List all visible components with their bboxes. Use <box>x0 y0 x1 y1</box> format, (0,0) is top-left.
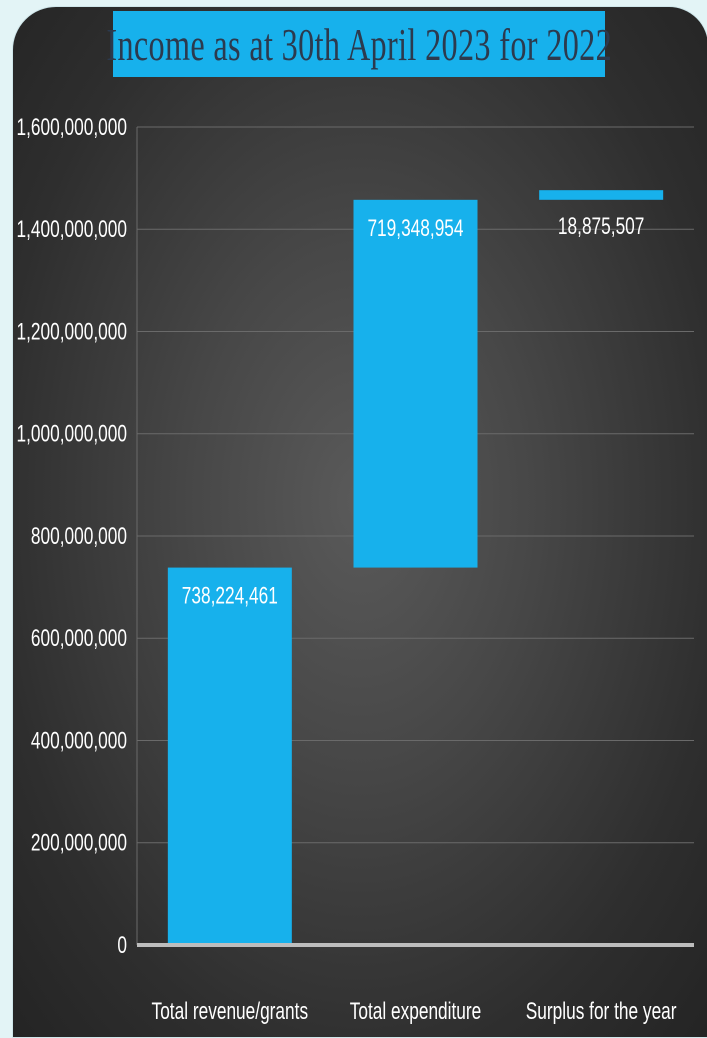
chart-title-box: Income as at 30th April 2023 for 2022 <box>106 11 612 77</box>
y-tick-label: 1,400,000,000 <box>17 217 127 243</box>
y-tick-label: 800,000,000 <box>31 523 127 549</box>
chart-panel: Income as at 30th April 2023 for 2022 0 2… <box>12 6 707 1038</box>
y-tick-label: 1,200,000,000 <box>17 319 127 345</box>
chart-title: Income as at 30th April 2023 for 2022 <box>106 18 612 70</box>
y-tick-label: 0 <box>117 932 127 958</box>
x-category-label: Surplus for the year <box>526 998 677 1024</box>
x-category-label: Total revenue/grants <box>152 998 309 1024</box>
data-label: 18,875,507 <box>558 213 644 239</box>
x-category-label: Total expenditure <box>350 998 482 1024</box>
y-tick-label: 1,000,000,000 <box>17 421 127 447</box>
bar-2[interactable] <box>353 199 478 568</box>
y-tick-label: 400,000,000 <box>31 728 127 754</box>
y-tick-label: 200,000,000 <box>31 830 127 856</box>
data-label: 738,224,461 <box>182 583 278 609</box>
bar-1[interactable] <box>167 567 292 945</box>
bar-3[interactable] <box>539 190 664 200</box>
waterfall-chart: 0 200,000,000 400,000,000 600,000,000 800,00… <box>17 114 694 1025</box>
y-tick-label: 600,000,000 <box>31 626 127 652</box>
y-tick-label: 1,600,000,000 <box>17 114 127 140</box>
data-label: 719,348,954 <box>367 215 463 241</box>
